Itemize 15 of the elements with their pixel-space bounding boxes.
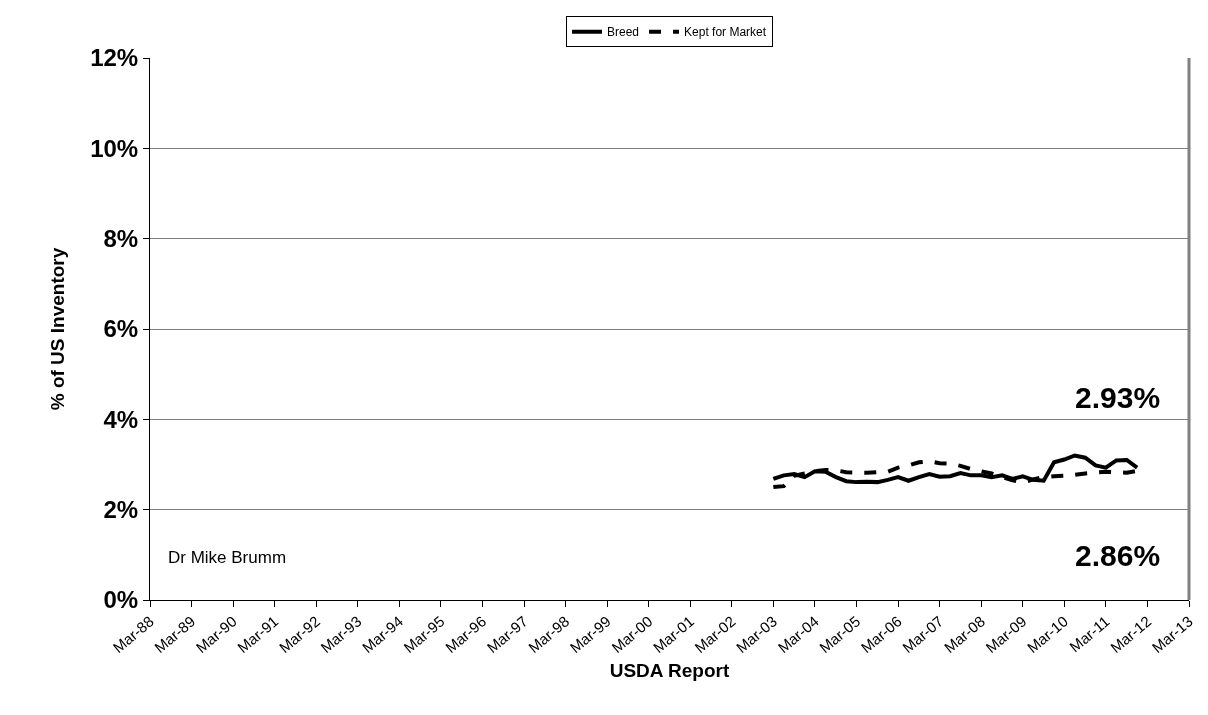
annotation: Dr Mike Brumm <box>168 548 287 567</box>
y-tick-label: 4% <box>103 405 139 433</box>
y-tick-label: 2% <box>103 496 139 524</box>
annotation: 2.93% <box>1075 381 1161 414</box>
annotation: 2.86% <box>1075 539 1161 572</box>
y-axis-title: % of US Inventory <box>47 247 68 411</box>
line-series <box>771 453 1140 485</box>
x-axis-title: USDA Report <box>609 659 730 681</box>
y-tick-label: 10% <box>90 134 139 162</box>
legend-label: Kept for Market <box>684 25 767 40</box>
legend-label: Breed <box>607 25 640 40</box>
y-tick-label: 6% <box>103 315 139 343</box>
y-tick-label: 0% <box>103 586 139 614</box>
y-tick-label: 8% <box>103 225 139 253</box>
y-tick-label: 12% <box>90 44 139 72</box>
